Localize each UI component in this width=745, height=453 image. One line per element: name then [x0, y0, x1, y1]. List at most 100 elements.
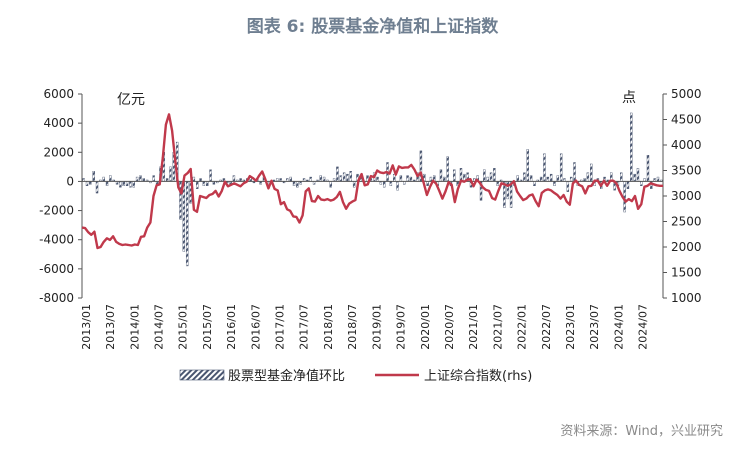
x-tick-label: 2022/07: [540, 304, 553, 350]
bar: [382, 181, 386, 188]
bar: [289, 176, 292, 182]
bar: [329, 181, 332, 188]
bar: [185, 181, 189, 267]
bar: [92, 171, 95, 182]
bar: [342, 172, 346, 182]
x-tick-label: 2021/07: [491, 304, 504, 350]
bar: [346, 173, 349, 182]
bar: [322, 176, 326, 182]
line-series-shanghai-composite: [81, 113, 663, 250]
bar: [526, 149, 529, 182]
bar: [529, 175, 533, 182]
bar: [443, 176, 446, 182]
left-tick-label: -2000: [39, 204, 74, 218]
bar: [553, 181, 556, 187]
bar: [105, 181, 109, 187]
x-tick-label: 2023/07: [588, 304, 601, 350]
bar: [640, 181, 643, 187]
x-tick-label: 2018/07: [346, 304, 359, 350]
bar: [336, 166, 339, 182]
bar: [623, 181, 626, 213]
bar: [493, 168, 496, 182]
bar: [546, 176, 550, 182]
bar: [192, 176, 196, 182]
x-tick-label: 2020/01: [419, 304, 432, 350]
bar: [389, 181, 393, 187]
bar: [232, 175, 236, 182]
bar: [489, 172, 493, 182]
x-tick-label: 2023/01: [564, 304, 577, 350]
bar: [586, 172, 590, 182]
x-tick-label: 2022/01: [516, 304, 529, 350]
bar: [319, 175, 322, 182]
bar: [516, 175, 519, 182]
bar: [506, 181, 509, 200]
right-tick-label: 3000: [671, 189, 702, 203]
bar: [135, 176, 139, 182]
bar: [439, 169, 443, 182]
bar: [543, 153, 546, 182]
right-tick-label: 2000: [671, 240, 702, 254]
source-note: 资料来源：Wind，兴业研究: [560, 424, 723, 439]
bar: [352, 181, 356, 188]
bar: [296, 181, 299, 188]
bar: [195, 181, 199, 189]
left-tick-label: 6000: [43, 87, 74, 101]
left-tick-label: 0: [66, 174, 74, 188]
x-tick-label: 2016/07: [249, 304, 262, 350]
x-tick-label: 2018/01: [322, 304, 335, 350]
bar: [620, 172, 623, 182]
x-tick-label: 2024/01: [612, 304, 625, 350]
bar: [409, 176, 413, 182]
bar: [539, 176, 543, 182]
bar: [559, 153, 563, 182]
bar: [122, 181, 125, 187]
x-tick-label: 2020/07: [443, 304, 456, 350]
bar: [646, 154, 650, 182]
bar: [429, 176, 433, 182]
bar: [292, 181, 296, 187]
x-tick-label: 2021/01: [467, 304, 480, 350]
bar: [85, 181, 89, 187]
bar: [169, 166, 172, 182]
bar: [209, 169, 212, 182]
bar: [376, 176, 379, 182]
bar: [396, 181, 399, 191]
bar: [496, 181, 499, 187]
chart-title: 图表 6: 股票基金净值和上证指数: [246, 17, 499, 37]
bar: [102, 176, 105, 182]
bar: [590, 163, 593, 182]
bar: [206, 181, 209, 187]
bar: [636, 168, 640, 182]
bar: [179, 181, 182, 220]
right-tick-label: 5000: [671, 87, 702, 101]
bar: [95, 181, 99, 194]
bar: [339, 175, 342, 182]
bar: [109, 175, 112, 182]
bar: [656, 176, 660, 182]
legend-label-line: 上证综合指数(rhs): [424, 369, 532, 384]
x-tick-label: 2013/01: [80, 304, 93, 350]
right-tick-label: 3500: [671, 164, 702, 178]
x-tick-label: 2013/07: [104, 304, 117, 350]
left-tick-label: 2000: [43, 145, 74, 159]
left-tick-label: -4000: [39, 233, 74, 247]
bar: [349, 171, 352, 182]
bar: [119, 181, 122, 188]
bar: [459, 168, 463, 182]
right-tick-label: 4000: [671, 138, 702, 152]
left-tick-label: -6000: [39, 262, 74, 276]
bar: [483, 169, 486, 182]
x-tick-label: 2016/01: [225, 304, 238, 350]
bar: [630, 112, 633, 182]
legend: 股票型基金净值环比 上证综合指数(rhs): [179, 368, 532, 384]
bar: [309, 176, 312, 182]
bar: [533, 181, 536, 187]
bar: [139, 175, 142, 182]
bar: [453, 169, 456, 182]
bar: [132, 181, 135, 188]
bar: [569, 176, 573, 182]
bar: [626, 181, 630, 189]
bar: [129, 181, 132, 188]
